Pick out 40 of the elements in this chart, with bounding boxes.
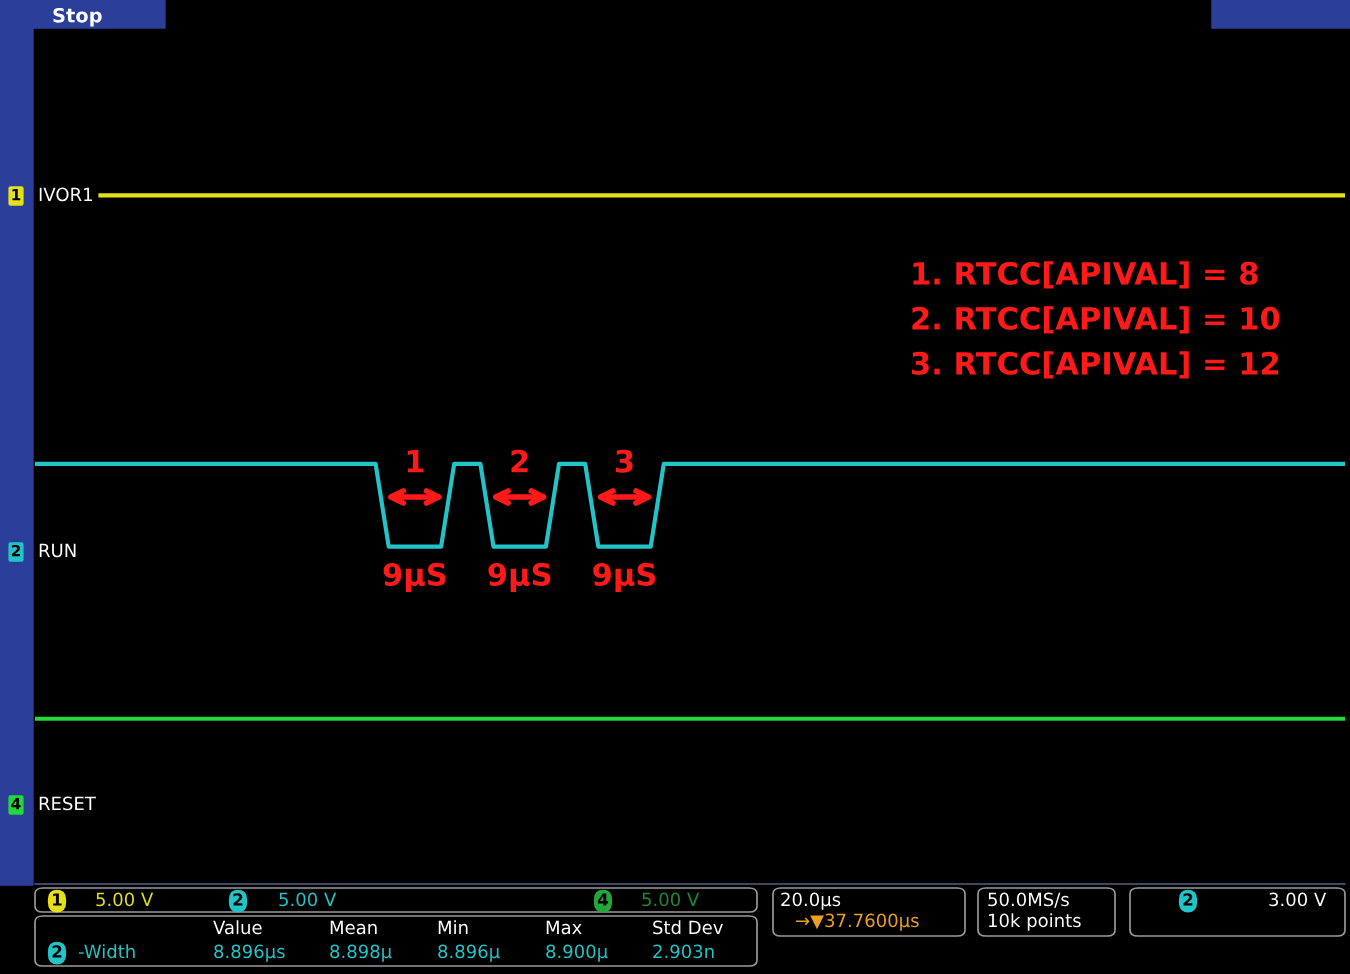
text: 8.896µ <box>438 944 500 962</box>
legend-label: IVOR1 <box>39 187 92 202</box>
annotation: 3 <box>615 449 633 473</box>
text: 2 <box>1183 893 1193 906</box>
text: 5.00 V <box>96 892 154 907</box>
legend-label: RUN <box>39 543 76 558</box>
annotation: 3. RTCC[APIVAL] = 12 <box>912 351 1279 379</box>
text: 4 <box>597 893 609 906</box>
annotation: 1 <box>407 450 424 473</box>
text: 20.0µs <box>781 892 841 910</box>
text: Stop <box>53 7 102 27</box>
text: 2 <box>52 945 62 958</box>
text: 1 <box>53 893 62 906</box>
annotation: 9µS <box>593 562 656 592</box>
text: 4 <box>11 798 21 810</box>
text: Mean <box>330 920 377 935</box>
text: 5.00 V <box>279 892 337 907</box>
text: 2 <box>233 893 243 906</box>
text: 50.0MS/s <box>988 892 1069 908</box>
text: 2.903n <box>653 944 714 959</box>
text: Value <box>213 920 262 935</box>
text: 3.00 V <box>1269 892 1327 907</box>
text: 8.896µs <box>214 944 285 962</box>
text: 5.00 V <box>642 892 700 907</box>
annotation: 9µS <box>488 562 551 592</box>
text: →▼37.7600µs <box>796 913 919 931</box>
text: 8.900µ <box>546 944 608 962</box>
annotation: 9µS <box>383 562 446 592</box>
text: -Width <box>78 944 135 959</box>
text: 8.898µ <box>330 944 392 962</box>
annotation: 2. RTCC[APIVAL] = 10 <box>912 306 1280 334</box>
legend-label: RESET <box>39 796 96 811</box>
text: Max <box>546 920 582 935</box>
annotation: 1. RTCC[APIVAL] = 8 <box>913 261 1258 289</box>
text: 1 <box>12 189 21 201</box>
text: 10k points <box>988 913 1081 931</box>
annotation: 2 <box>511 449 528 473</box>
text: Min <box>438 920 468 934</box>
text: 2 <box>11 544 20 557</box>
text: Std Dev <box>653 920 723 935</box>
